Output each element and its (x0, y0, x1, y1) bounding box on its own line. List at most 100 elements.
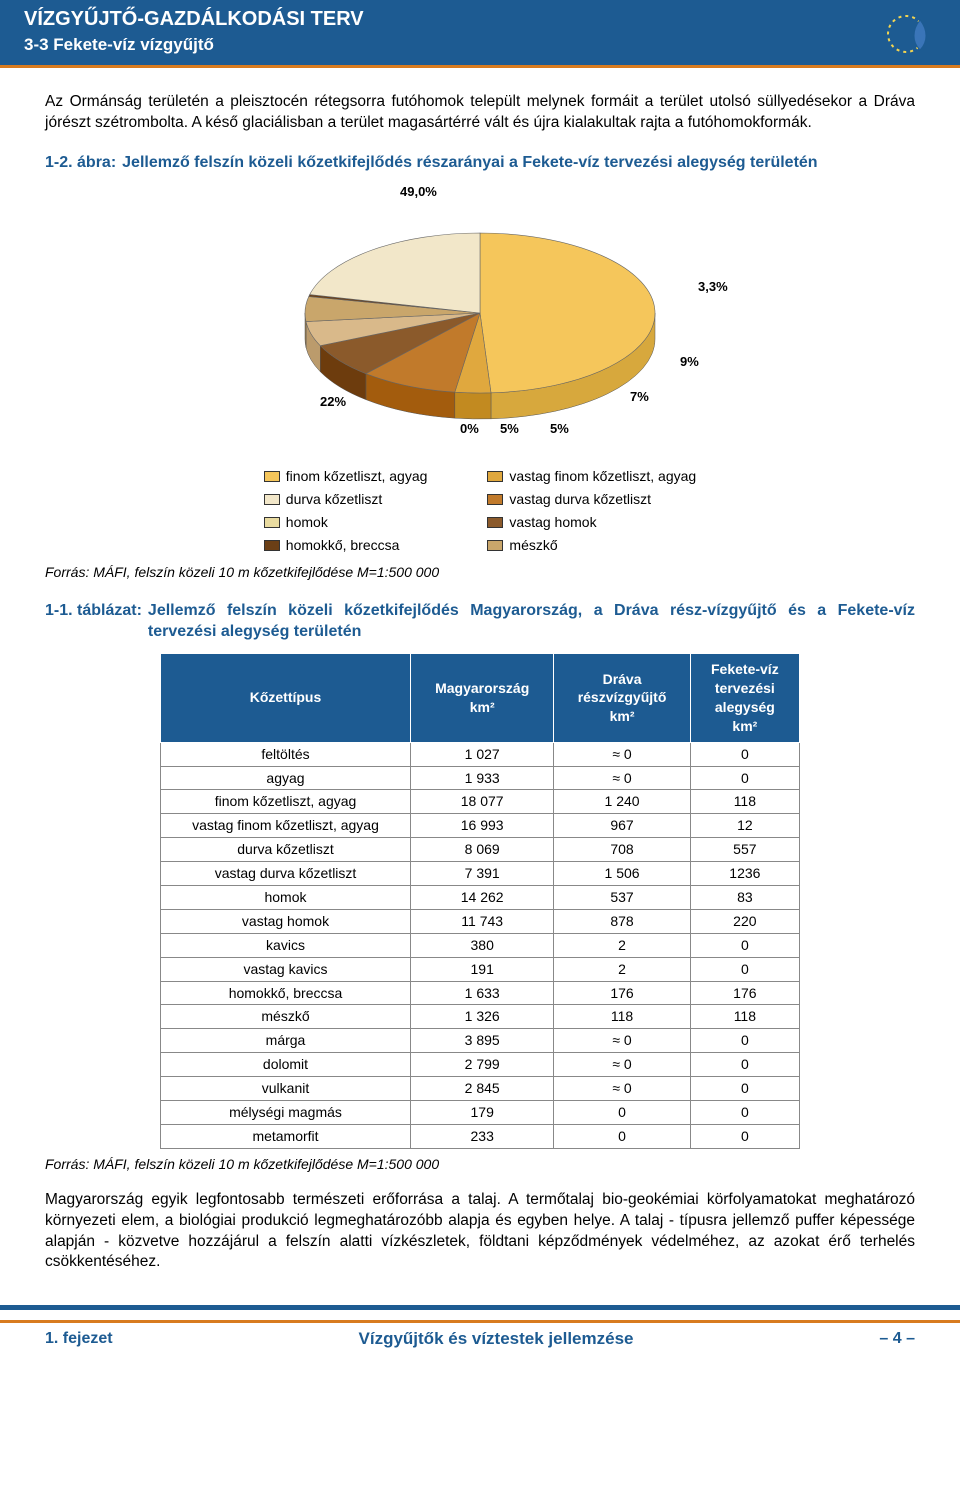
table-cell: 878 (554, 909, 690, 933)
table-cell: 1 027 (411, 742, 554, 766)
table-row: agyag1 933≈ 00 (161, 766, 800, 790)
table-cell: homok (161, 885, 411, 909)
table-cell: ≈ 0 (554, 1029, 690, 1053)
legend-item: finom kőzetliszt, agyag (264, 467, 428, 486)
table-row: homok14 26253783 (161, 885, 800, 909)
table-row: feltöltés1 027≈ 00 (161, 742, 800, 766)
legend-swatch (487, 494, 503, 505)
table-cell: 18 077 (411, 790, 554, 814)
legend-item: vastag homok (487, 513, 696, 532)
table-cell: vastag finom kőzetliszt, agyag (161, 814, 411, 838)
legend-label: homokkő, breccsa (286, 536, 400, 555)
pie-label-22: 22% (320, 393, 346, 411)
footer-right: – 4 – (879, 1330, 915, 1348)
table-cell: mélységi magmás (161, 1101, 411, 1125)
table-cell: 1236 (690, 862, 799, 886)
header-title: VÍZGYŰJTŐ-GAZDÁLKODÁSI TERV (24, 8, 936, 31)
rock-type-table: KőzettípusMagyarországkm²Drávarészvízgyű… (160, 653, 800, 1149)
table-cell: 0 (554, 1124, 690, 1148)
table-cell: 557 (690, 838, 799, 862)
figure-caption: 1-2. ábra: Jellemző felszín közeli kőzet… (45, 152, 915, 174)
table-title-text: Jellemző felszín közeli kőzetkifejlődés … (148, 600, 915, 643)
eu-water-icon (884, 8, 936, 60)
table-cell: 176 (554, 981, 690, 1005)
legend-swatch (487, 540, 503, 551)
table-cell: 83 (690, 885, 799, 909)
table-header-cell: Kőzettípus (161, 654, 411, 743)
table-cell: 0 (690, 957, 799, 981)
legend-label: durva kőzetliszt (286, 490, 382, 509)
table-row: vastag homok11 743878220 (161, 909, 800, 933)
table-cell: 2 (554, 933, 690, 957)
table-cell: 0 (554, 1101, 690, 1125)
table-header-cell: Magyarországkm² (411, 654, 554, 743)
legend-label: homok (286, 513, 328, 532)
table-cell: 2 799 (411, 1053, 554, 1077)
table-cell: 0 (690, 1124, 799, 1148)
table-row: vastag finom kőzetliszt, agyag16 9939671… (161, 814, 800, 838)
table-cell: 2 (554, 957, 690, 981)
table-cell: 0 (690, 766, 799, 790)
table-header-cell: Drávarészvízgyűjtőkm² (554, 654, 690, 743)
table-cell: 0 (690, 933, 799, 957)
pie-label-5b: 5% (500, 420, 519, 438)
table-cell: 118 (690, 790, 799, 814)
table-cell: vulkanit (161, 1077, 411, 1101)
table-cell: 0 (690, 1029, 799, 1053)
table-cell: 1 240 (554, 790, 690, 814)
table-cell: ≈ 0 (554, 742, 690, 766)
paragraph-2: Magyarország egyik legfontosabb természe… (45, 1190, 915, 1274)
table-cell: 1 506 (554, 862, 690, 886)
pie-label-9: 9% (680, 353, 699, 371)
table-cell: 380 (411, 933, 554, 957)
table-row: dolomit2 799≈ 00 (161, 1053, 800, 1077)
pie-label-0: 0% (460, 420, 479, 438)
table-cell: 16 993 (411, 814, 554, 838)
legend-item: homok (264, 513, 428, 532)
table-cell: vastag durva kőzetliszt (161, 862, 411, 886)
table-cell: homokkő, breccsa (161, 981, 411, 1005)
table-cell: 12 (690, 814, 799, 838)
table-cell: 14 262 (411, 885, 554, 909)
figure-title-text: Jellemző felszín közeli kőzetkifejlődés … (122, 152, 915, 174)
table-cell: 7 391 (411, 862, 554, 886)
legend-label: finom kőzetliszt, agyag (286, 467, 428, 486)
table-row: márga3 895≈ 00 (161, 1029, 800, 1053)
legend-label: vastag durva kőzetliszt (509, 490, 651, 509)
table-cell: 2 845 (411, 1077, 554, 1101)
document-header: VÍZGYŰJTŐ-GAZDÁLKODÁSI TERV 3-3 Fekete-v… (0, 0, 960, 68)
table-row: mélységi magmás17900 (161, 1101, 800, 1125)
table-cell: 3 895 (411, 1029, 554, 1053)
table-cell: 1 633 (411, 981, 554, 1005)
pie-legend: finom kőzetliszt, agyag durva kőzetliszt h… (45, 467, 915, 555)
table-header-cell: Fekete-víztervezésialegységkm² (690, 654, 799, 743)
table-cell: durva kőzetliszt (161, 838, 411, 862)
pie-label-33: 3,3% (698, 278, 728, 296)
table-cell: vastag kavics (161, 957, 411, 981)
figure-source: Forrás: MÁFI, felszín közeli 10 m kőzetk… (45, 563, 915, 582)
table-cell: feltöltés (161, 742, 411, 766)
legend-swatch (264, 517, 280, 528)
table-cell: 1 933 (411, 766, 554, 790)
legend-item: vastag durva kőzetliszt (487, 490, 696, 509)
legend-swatch (487, 471, 503, 482)
table-cell: mészkő (161, 1005, 411, 1029)
legend-item: homokkő, breccsa (264, 536, 428, 555)
table-cell: vastag homok (161, 909, 411, 933)
footer-divider (0, 1305, 960, 1310)
footer-center: Vízgyűjtők és víztestek jellemzése (359, 1329, 634, 1349)
paragraph-1: Az Ormánság területén a pleisztocén réte… (45, 92, 915, 134)
legend-left-col: finom kőzetliszt, agyag durva kőzetliszt h… (264, 467, 428, 555)
table-cell: 11 743 (411, 909, 554, 933)
table-row: mészkő1 326118118 (161, 1005, 800, 1029)
table-cell: 179 (411, 1101, 554, 1125)
table-cell: ≈ 0 (554, 1053, 690, 1077)
legend-swatch (264, 540, 280, 551)
table-body: feltöltés1 027≈ 00agyag1 933≈ 00finom kő… (161, 742, 800, 1148)
table-cell: kavics (161, 933, 411, 957)
pie-chart: 49,0% 3,3% 9% 7% 5% 5% 0% 22% (200, 183, 760, 463)
table-cell: 176 (690, 981, 799, 1005)
table-cell: agyag (161, 766, 411, 790)
table-header-row: KőzettípusMagyarországkm²Drávarészvízgyű… (161, 654, 800, 743)
table-caption: 1-1. táblázat: Jellemző felszín közeli k… (45, 600, 915, 643)
